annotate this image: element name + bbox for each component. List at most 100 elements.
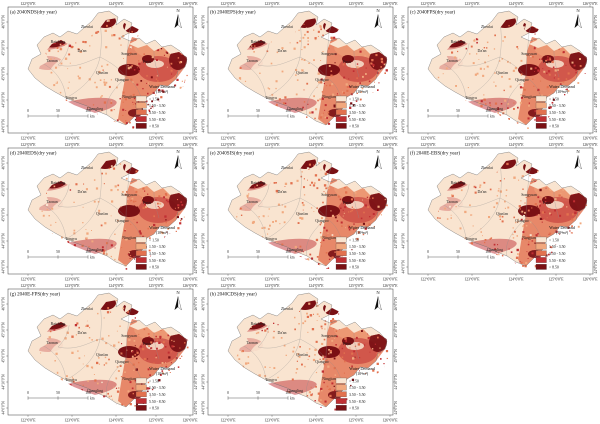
north-arrow-label: N <box>576 8 580 13</box>
lat-label-left: 45°30'0"N <box>202 40 206 56</box>
lat-label-right: 44°30'0"N <box>594 233 598 249</box>
legend-swatch <box>135 377 147 384</box>
place-label: Qianguo <box>315 219 328 223</box>
north-arrow-icon <box>377 155 382 170</box>
lon-label-top: 124°0'0"E <box>308 284 324 288</box>
place-label: Zhenlai <box>281 307 293 311</box>
legend-class-label: 5.50 - 8.50 <box>549 259 566 263</box>
lon-label-top: 123°0'0"E <box>464 2 480 6</box>
map-panel-f: 122°0'0"E 122°0'0"E 123°0'0"E 123°0'0"E 124°… <box>402 143 599 282</box>
scale-bar-tick-label: 100 <box>485 250 491 254</box>
lat-label-right: 46°0'0"N <box>394 156 398 170</box>
legend-class-label: 3.50 - 5.50 <box>149 111 166 115</box>
legend-units: (10⁴m³) <box>156 230 169 235</box>
place-label: Da'an <box>478 190 487 194</box>
scale-bar-tick-label: 100 <box>85 391 91 395</box>
lon-label-bottom: 126°0'0"E <box>182 137 198 141</box>
longitude-axis: 122°0'0"E 122°0'0"E 123°0'0"E 123°0'0"E 124°… <box>20 2 198 141</box>
place-label: Baicheng <box>451 181 466 185</box>
scale-bar-tick-label: 0 <box>27 250 29 254</box>
lat-label-left: 45°30'0"N <box>402 181 406 197</box>
legend-swatch <box>335 264 347 270</box>
lon-label-bottom: 126°0'0"E <box>182 278 198 282</box>
scale-bar-tick-label: 50 <box>56 109 60 113</box>
lon-label-top: 122°0'0"E <box>20 2 36 6</box>
legend-class-label: < 1.50 <box>149 379 159 383</box>
legend-swatch <box>335 123 347 129</box>
legend-title: Water Demand <box>149 225 176 230</box>
lon-label-bottom: 125°0'0"E <box>548 278 564 282</box>
scale-bar-tick-label: 0 <box>227 391 229 395</box>
panel-title: (f) 2040E-EBS(dry year) <box>410 152 460 157</box>
lon-label-bottom: 123°0'0"E <box>464 278 480 282</box>
raster-classes <box>236 159 389 271</box>
lon-label-top: 126°0'0"E <box>582 143 598 147</box>
scale-bar-tick-label: 50 <box>456 109 460 113</box>
panel-title: (d) 2040EDS(dry year) <box>10 152 57 157</box>
map-frame <box>407 6 594 134</box>
lat-label-left: 44°30'0"N <box>202 233 206 249</box>
lon-label-top: 123°0'0"E <box>264 2 280 6</box>
place-labels: Zhenlai Baicheng Taonan Da'an Tongyu Qian'an Q… <box>46 307 151 393</box>
legend-swatch <box>335 243 347 250</box>
lat-label-left: 46°0'0"N <box>2 15 6 29</box>
legend-swatch <box>535 250 547 257</box>
lon-label-top: 124°0'0"E <box>508 143 524 147</box>
lon-label-bottom: 124°0'0"E <box>508 278 524 282</box>
scale-bar-unit: km <box>290 114 295 118</box>
legend-swatch <box>335 391 347 398</box>
legend-title: Water Demand <box>349 225 376 230</box>
map-frame <box>207 147 394 275</box>
place-label: Changling <box>287 248 303 252</box>
place-labels: Zhenlai Baicheng Taonan Da'an Tongyu Qian'an Q… <box>246 25 351 111</box>
lat-label-right: 45°0'0"N <box>194 208 198 222</box>
lat-label-left: 44°30'0"N <box>402 92 406 108</box>
lat-label-right: 45°0'0"N <box>394 349 398 363</box>
map-frame <box>7 147 194 275</box>
lon-label-top: 123°0'0"E <box>64 284 80 288</box>
legend-units: (10⁴m³) <box>356 371 369 376</box>
lon-label-top: 125°0'0"E <box>348 2 364 6</box>
lat-label-left: 44°30'0"N <box>2 92 6 108</box>
legend-swatch <box>335 95 347 102</box>
place-label: Fuyu <box>543 60 551 64</box>
map-frame <box>207 288 394 416</box>
legend: Water Demand(10⁴m³) < 1.50 1.50 - 3.50 3.50… <box>335 84 376 129</box>
map-panel-c: 122°0'0"E 122°0'0"E 123°0'0"E 123°0'0"E 124°… <box>402 2 599 141</box>
lon-label-top: 126°0'0"E <box>382 2 398 6</box>
latitude-axis: 46°0'0"N 46°0'0"N 45°30'0"N 45°30'0"N 45°0'0… <box>202 15 398 133</box>
legend-class-label: > 8.50 <box>149 407 159 411</box>
place-label: Fuyu <box>143 60 151 64</box>
lat-label-left: 44°0'0"N <box>2 260 6 274</box>
lat-label-left: 45°0'0"N <box>2 67 6 81</box>
legend-class-label: 1.50 - 3.50 <box>549 245 566 249</box>
lat-label-right: 44°0'0"N <box>594 260 598 274</box>
scale-bar-tick-label: 50 <box>56 391 60 395</box>
place-label: Baicheng <box>251 40 266 44</box>
lat-label-left: 44°0'0"N <box>202 401 206 415</box>
legend-swatch <box>135 95 147 102</box>
legend-units: (10⁴m³) <box>356 89 369 94</box>
lat-label-left: 45°0'0"N <box>402 208 406 222</box>
place-label: Ningjiang <box>122 95 138 99</box>
place-label: Qianguo <box>315 78 328 82</box>
legend-swatch <box>335 257 347 263</box>
lat-label-right: 44°30'0"N <box>194 233 198 249</box>
legend-class-label: 5.50 - 8.50 <box>549 118 566 122</box>
lat-label-left: 46°0'0"N <box>2 297 6 311</box>
place-label: Ningjiang <box>322 236 338 240</box>
lon-label-top: 125°0'0"E <box>348 143 364 147</box>
lat-label-right: 45°0'0"N <box>194 67 198 81</box>
place-label: Changling <box>287 389 303 393</box>
north-arrow-label: N <box>376 149 380 154</box>
scale-bar-tick-label: 100 <box>85 250 91 254</box>
legend-swatch <box>535 243 547 250</box>
place-label: Qianguo <box>115 219 128 223</box>
lat-label-left: 45°30'0"N <box>202 181 206 197</box>
legend-swatch <box>335 405 347 411</box>
legend: Water Demand(10⁴m³) < 1.50 1.50 - 3.50 3.50… <box>135 84 176 129</box>
place-label: Ningjiang <box>522 236 538 240</box>
legend-class-label: 1.50 - 3.50 <box>149 245 166 249</box>
legend: Water Demand(10⁴m³) < 1.50 1.50 - 3.50 3.50… <box>535 84 576 129</box>
